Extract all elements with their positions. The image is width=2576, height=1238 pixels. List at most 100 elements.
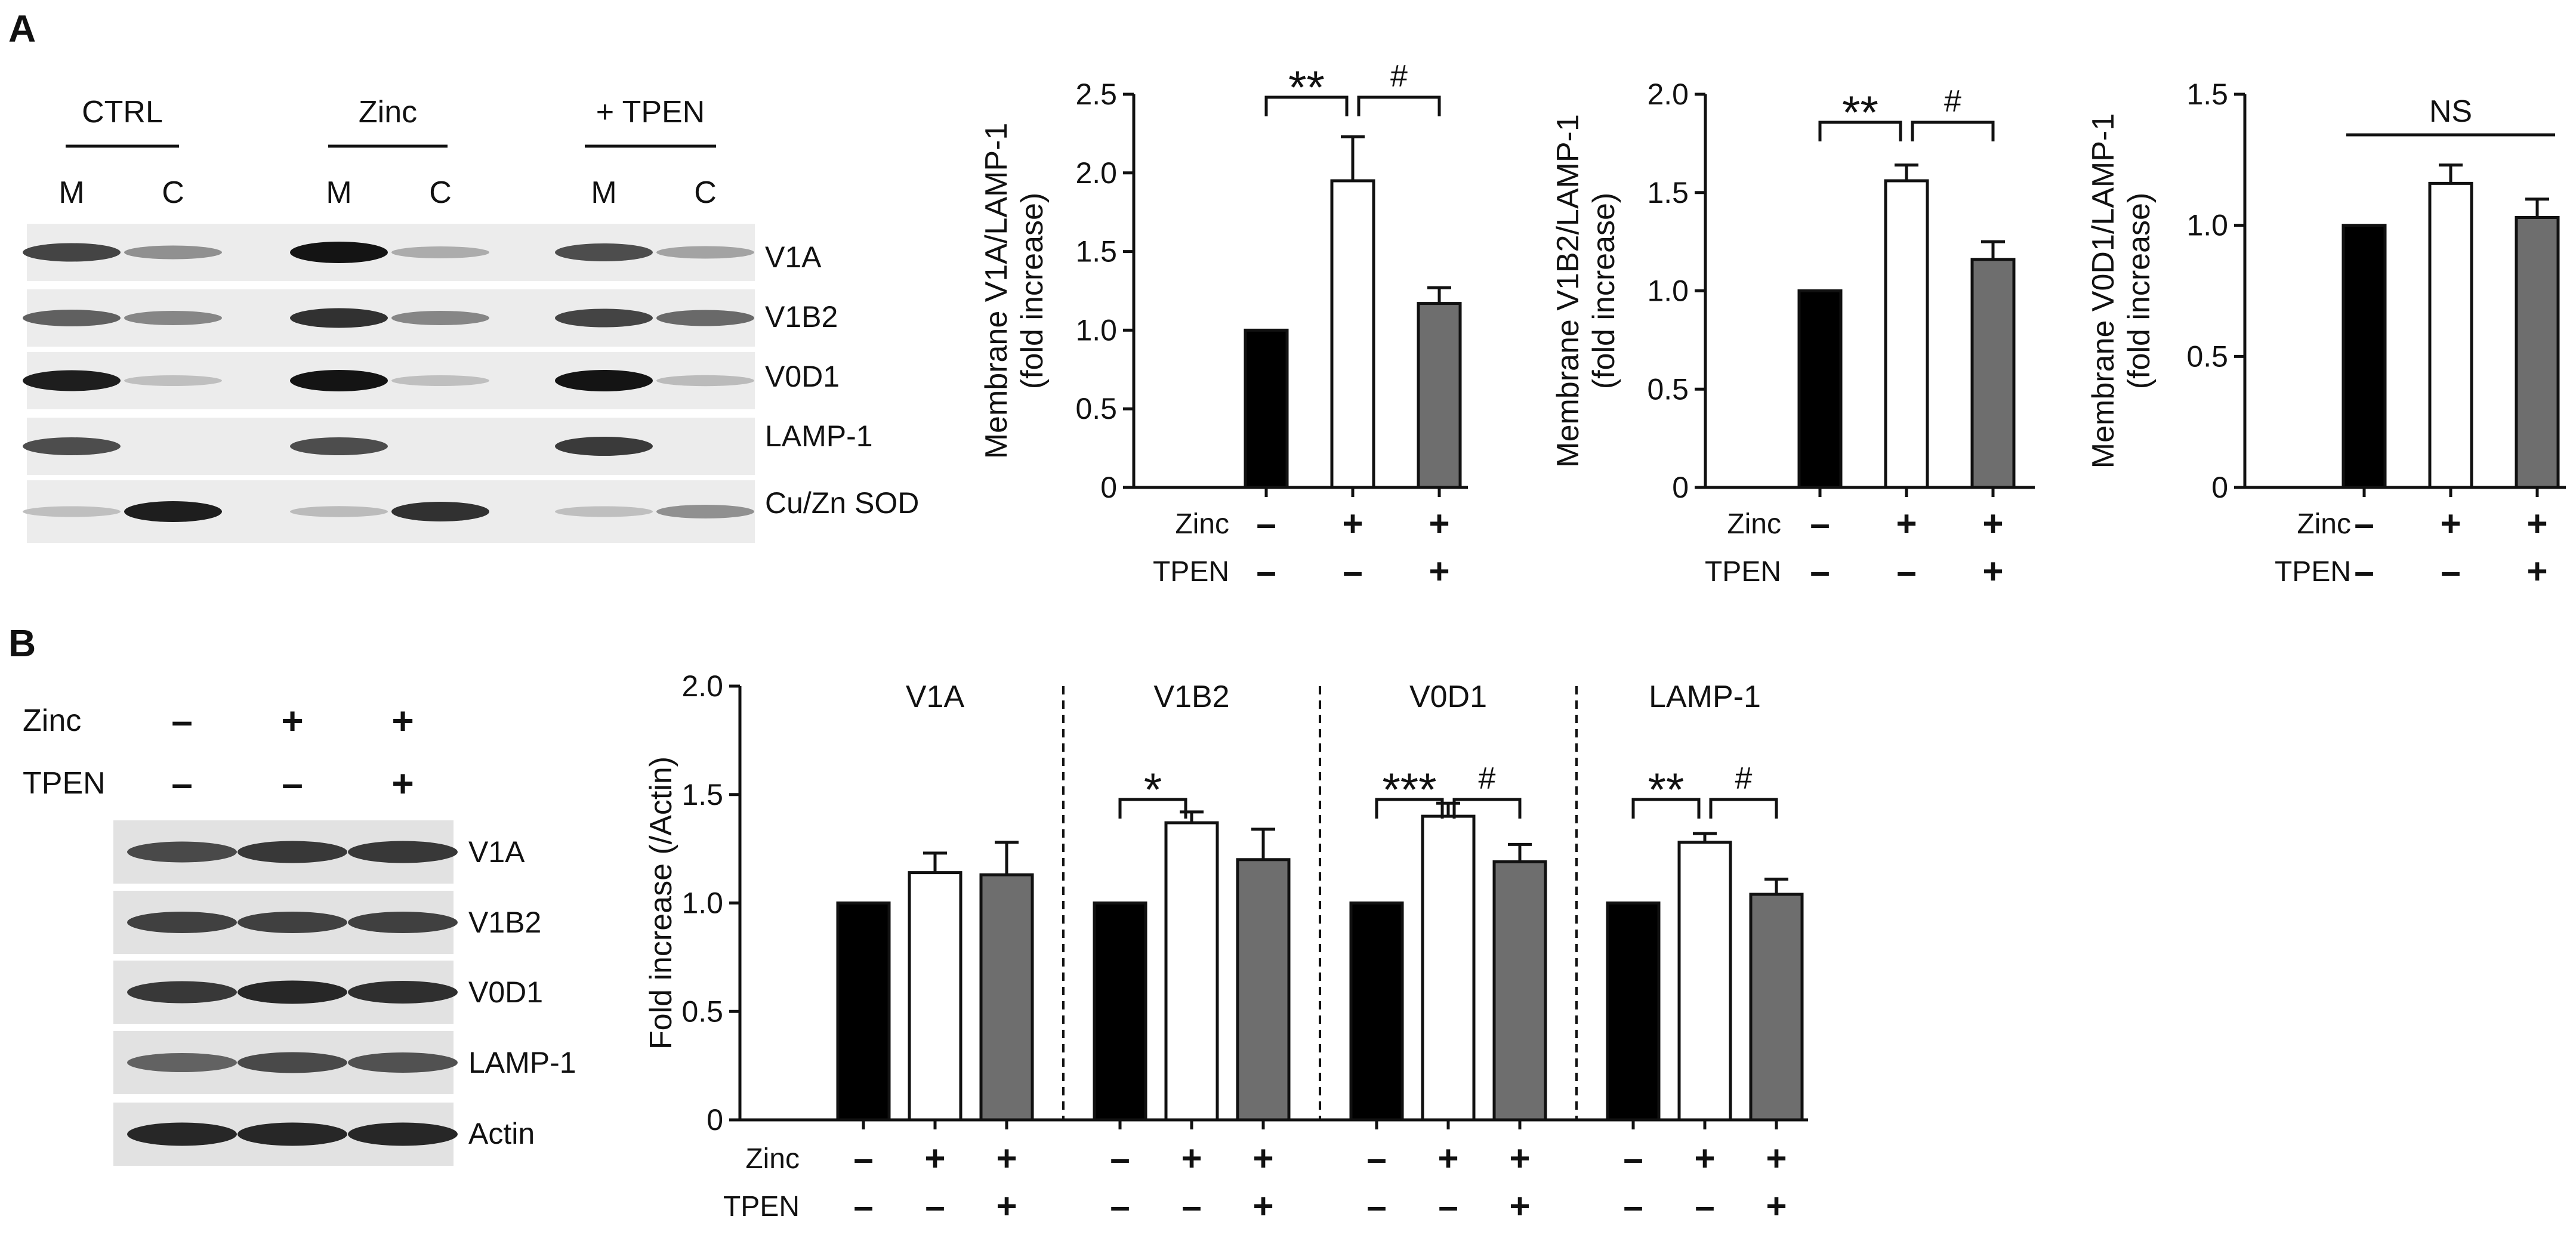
blot-b-sign: + xyxy=(281,699,303,742)
blot-b-band xyxy=(348,1052,458,1073)
treatment-sign: – xyxy=(1366,1138,1386,1178)
blot-a-band xyxy=(555,506,653,517)
treatment-sign: – xyxy=(1343,551,1362,591)
treatment-sign: + xyxy=(1181,1138,1202,1178)
blot-a-fraction-label: C xyxy=(429,175,452,210)
y-tick-label: 1.5 xyxy=(1647,176,1689,209)
treatment-sign: – xyxy=(1256,551,1276,591)
blot-a-fraction-label: C xyxy=(162,175,184,210)
blot-a-band xyxy=(555,308,653,328)
blot-a-band-label: V0D1 xyxy=(765,360,840,393)
bar xyxy=(2341,224,2387,489)
treatment-sign: + xyxy=(924,1138,945,1178)
bar xyxy=(1093,902,1147,1122)
treatment-sign: + xyxy=(2526,504,2547,544)
bar xyxy=(1330,179,1375,489)
significance-label: # xyxy=(1479,761,1496,796)
blot-b-band xyxy=(348,841,458,863)
treatment-sign: + xyxy=(1252,1186,1273,1226)
significance-bracket xyxy=(1818,121,1902,141)
significance-label: ** xyxy=(1288,61,1325,113)
significance-bracket xyxy=(1452,798,1522,819)
y-axis-label: Membrane V1A/LAMP-1 xyxy=(979,123,1014,459)
western-blot-a: CTRL Zinc + TPEN M C M C M C V1A V1B2 V0… xyxy=(23,95,919,543)
blot-b-band xyxy=(348,981,458,1004)
y-tick-label: 0.5 xyxy=(1075,392,1117,425)
significance-bracket xyxy=(1118,798,1187,819)
blot-a-band xyxy=(290,242,388,263)
blot-a-band xyxy=(391,375,489,386)
blot-b-band xyxy=(127,1122,237,1146)
treatment-sign: + xyxy=(2526,551,2547,591)
blot-a-band xyxy=(555,370,653,391)
blot-b-band xyxy=(237,1052,347,1073)
y-tick-label: 1.0 xyxy=(681,887,723,920)
blot-a-band xyxy=(124,501,222,522)
blot-a-band xyxy=(290,506,388,517)
blot-a-band xyxy=(23,437,121,455)
bar xyxy=(1884,179,1929,489)
treatment-sign: – xyxy=(1256,504,1276,544)
treatment-sign: + xyxy=(1982,504,2003,544)
blot-a-band xyxy=(124,311,222,325)
blot-a-band xyxy=(555,243,653,261)
treatment-sign: – xyxy=(1181,1186,1201,1226)
bar xyxy=(1492,860,1547,1122)
blot-a-fraction-label: M xyxy=(326,175,351,210)
bar-chart-total-levels: 0 0.5 1.0 1.5 2.0 Fold increase (/Actin) – + + – –… xyxy=(644,669,1808,1226)
blot-a-band xyxy=(391,502,489,521)
y-axis-label: Membrane V0D1/LAMP-1 xyxy=(2086,113,2121,468)
blot-b-sign: – xyxy=(171,762,193,805)
blot-a-band-label: V1B2 xyxy=(765,300,838,334)
blot-a-band xyxy=(290,370,388,391)
treatment-label: TPEN xyxy=(1153,556,1229,588)
treatment-sign: + xyxy=(1437,1138,1458,1178)
y-tick-label: 2.5 xyxy=(1075,78,1117,111)
blot-b-row-label: Zinc xyxy=(23,703,81,738)
treatment-sign: – xyxy=(1623,1138,1643,1178)
blot-a-band xyxy=(23,370,121,391)
bar xyxy=(908,871,962,1122)
y-tick-label: 2.0 xyxy=(681,669,723,703)
treatment-sign: + xyxy=(1429,504,1449,544)
bar xyxy=(1749,893,1804,1122)
treatment-sign: – xyxy=(925,1186,945,1226)
blot-a-band xyxy=(290,308,388,328)
treatment-sign: – xyxy=(1810,504,1830,544)
group-label: V1B2 xyxy=(1153,680,1229,714)
y-axis-label-sub: (fold increase) xyxy=(1015,193,1050,389)
treatment-sign: + xyxy=(1896,504,1917,544)
bar xyxy=(2428,181,2473,489)
blot-a-band xyxy=(23,243,121,262)
treatment-sign: + xyxy=(1509,1138,1530,1178)
bar xyxy=(979,873,1034,1122)
treatment-sign: – xyxy=(1896,551,1916,591)
blot-a-band xyxy=(290,437,388,455)
bar-chart-v1a: 0 0.5 1.0 1.5 2.0 2.5 Membrane V1A/LAMP-1 (fold… xyxy=(979,59,1468,591)
bar-chart-v1b2: 0 0.5 1.0 1.5 2.0 Membrane V1B2/LAMP-1 (fold i… xyxy=(1551,78,2035,591)
blot-a-band-label: Cu/Zn SOD xyxy=(765,486,919,520)
significance-bracket xyxy=(1709,798,1778,819)
blot-a-fraction-label: M xyxy=(58,175,84,210)
ns-label: NS xyxy=(2429,94,2472,129)
y-axis-label-sub: (fold increase) xyxy=(2122,193,2157,389)
blot-a-band xyxy=(656,505,754,518)
blot-b-band-label: V1B2 xyxy=(468,906,541,939)
blot-a-band xyxy=(656,375,754,387)
blot-b-row-label: TPEN xyxy=(23,766,106,801)
blot-b-band xyxy=(348,1122,458,1146)
blot-b-band xyxy=(237,912,347,933)
treatment-label: Zinc xyxy=(1727,508,1781,540)
significance-label: ** xyxy=(1842,86,1878,138)
y-tick-label: 1.0 xyxy=(1647,274,1689,308)
treatment-sign: + xyxy=(996,1186,1017,1226)
blot-b-band-label: Actin xyxy=(468,1117,535,1150)
panel-label-b: B xyxy=(8,622,36,665)
blot-b-band-label: V0D1 xyxy=(468,975,543,1009)
panel-label-a: A xyxy=(8,7,36,50)
blot-a-band xyxy=(391,246,489,258)
blot-a-band xyxy=(23,506,121,517)
blot-b-band xyxy=(237,841,347,863)
blot-a-band xyxy=(391,311,489,325)
